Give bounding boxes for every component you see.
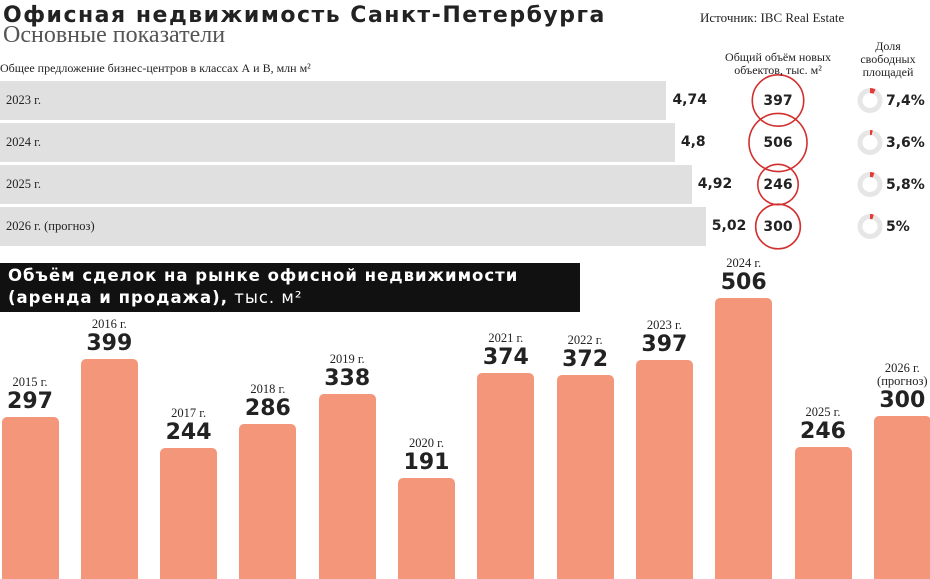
supply-value: 4,92 (697, 176, 733, 192)
page-subtitle: Основные показатели (3, 22, 226, 48)
deal-label-group: 2016 г. 399 (69, 318, 149, 357)
deal-category: 2026 г. (прогноз) (877, 360, 928, 388)
deal-label-group: 2025 г. 246 (783, 404, 863, 445)
volume-value: 397 (763, 92, 793, 109)
row-label: 2024 г. (6, 135, 41, 149)
deal-category: 2016 г. (91, 317, 127, 332)
deals-title: Объём сделок на рынке офисной недвижимос… (8, 266, 519, 307)
deal-category: 2022 г. (567, 332, 603, 347)
deal-label-group: 2022 г. 372 (545, 332, 625, 373)
page-title: Офисная недвижимость Санкт-Петербурга (3, 3, 606, 28)
deal-value: 399 (86, 331, 133, 357)
supply-value: 5,02 (711, 218, 747, 234)
donut-track (857, 214, 883, 239)
deal-label-group: 2021 г. 374 (466, 332, 546, 371)
volume-circle (748, 112, 808, 173)
donut-arc (857, 88, 883, 113)
supply-title: Общее предложение бизнес-центров в класс… (0, 61, 311, 75)
deal-value: 286 (244, 395, 291, 421)
deal-category: 2018 г. (250, 381, 286, 396)
vacancy-value: 3,6% (886, 134, 925, 151)
supply-value: 4,74 (672, 92, 707, 108)
donut-track (857, 88, 883, 113)
donut-arc (857, 214, 883, 239)
donut-arc (857, 172, 883, 197)
row-label: 2023 г. (6, 93, 41, 107)
vacancy-value: 7,4% (886, 92, 925, 109)
deal-value: 191 (403, 449, 450, 475)
deal-bar (477, 373, 535, 579)
deal-category: 2024 г. (726, 256, 762, 271)
vacancy-title: Доля свободных площадей (860, 39, 916, 79)
deal-bar (873, 415, 930, 579)
deal-label-group: 2015 г. 297 (0, 376, 70, 415)
deal-value: 506 (720, 270, 767, 296)
deal-label-group: 2026 г. (прогноз) 300 (862, 360, 930, 414)
deal-bar (1, 417, 59, 579)
vacancy-value: 5% (886, 218, 910, 235)
deal-bar (398, 477, 455, 579)
new-volume-title: Общий объём новых объектов, тыс. м² (725, 50, 831, 77)
deal-label-group: 2017 г. 244 (149, 405, 229, 446)
deal-label-group: 2024 г. 506 (704, 257, 784, 296)
supply-bar (0, 81, 667, 120)
deal-value: 246 (800, 418, 846, 444)
deal-bar (318, 394, 376, 579)
deal-label-group: 2020 г. 191 (387, 435, 467, 476)
deal-label-group: 2023 г. 397 (624, 319, 704, 358)
deal-bar (635, 360, 693, 579)
deal-value: 397 (641, 332, 688, 358)
deal-bar (715, 298, 773, 579)
supply-bar (0, 123, 675, 162)
donut-track (857, 130, 883, 155)
deal-bar (80, 359, 138, 579)
supply-value: 4,8 (680, 134, 706, 150)
deal-category: 2015 г. (12, 375, 48, 390)
deal-label-group: 2018 г. 286 (228, 381, 308, 422)
deal-category: 2019 г. (329, 352, 365, 367)
row-label: 2025 г. (6, 177, 41, 191)
deal-category: 2025 г. (805, 404, 841, 419)
donut-arc (857, 130, 883, 155)
deal-category: 2021 г. (488, 331, 524, 346)
deal-value: 297 (7, 389, 53, 415)
deal-bar (160, 447, 218, 579)
deal-category: 2017 г. (171, 405, 207, 420)
supply-bar (0, 165, 692, 204)
volume-value: 300 (763, 218, 793, 235)
deal-bar (556, 374, 614, 579)
volume-circle (754, 203, 802, 250)
deal-category: 2023 г. (646, 318, 682, 333)
vacancy-value: 5,8% (886, 176, 925, 193)
deal-value: 372 (562, 346, 609, 372)
row-label: 2026 г. (прогноз) (6, 219, 95, 233)
deal-value: 374 (482, 345, 529, 371)
deal-value: 300 (879, 387, 926, 413)
deals-title-box: Объём сделок на рынке офисной недвижимос… (0, 263, 580, 312)
deals-unit: тыс. м² (234, 288, 303, 307)
volume-value: 506 (763, 134, 793, 151)
donut-track (857, 172, 883, 197)
deal-bar (794, 446, 852, 579)
volume-circle (751, 73, 805, 128)
deal-category: 2020 г. (409, 435, 444, 450)
deal-bar (239, 423, 297, 579)
deal-label-group: 2019 г. 338 (307, 353, 387, 392)
supply-bar (0, 207, 706, 246)
volume-value: 246 (763, 176, 793, 193)
source: Источник: IBC Real Estate (700, 10, 845, 25)
deal-value: 338 (324, 366, 371, 392)
deal-value: 244 (165, 419, 212, 445)
